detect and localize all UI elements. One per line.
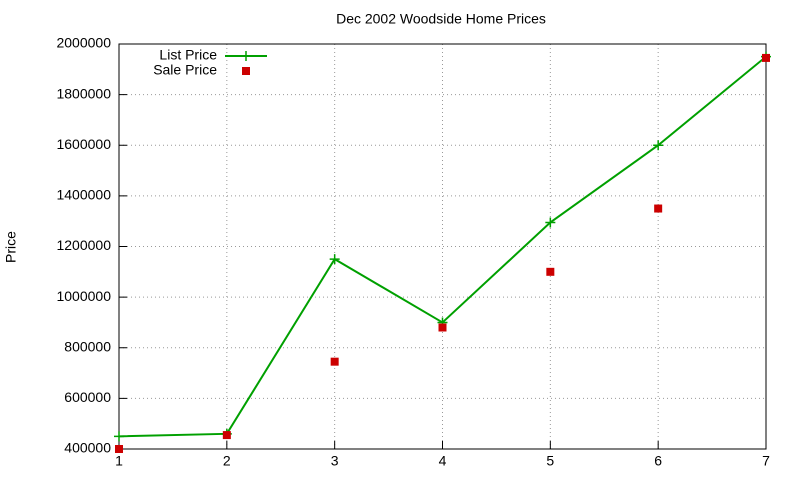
y-tick-label: 1200000 <box>56 237 111 253</box>
x-tick-label: 1 <box>115 453 123 469</box>
x-tick-label: 2 <box>223 453 231 469</box>
point-marker <box>762 53 770 62</box>
y-tick-label: 1000000 <box>56 288 111 304</box>
plot-frame <box>118 43 767 450</box>
chart-title: Dec 2002 Woodside Home Prices <box>336 11 546 27</box>
x-tick-label: 6 <box>654 453 662 469</box>
legend-swatch <box>241 51 251 61</box>
y-tick-label: 1400000 <box>56 187 111 203</box>
y-tick-label: 600000 <box>64 389 111 405</box>
point-marker <box>653 140 664 151</box>
point-marker <box>330 357 339 366</box>
point-marker <box>545 217 556 228</box>
point-marker <box>654 204 663 213</box>
point-marker <box>438 323 447 332</box>
y-tick-label: 1800000 <box>56 85 111 101</box>
legend-label: Sale Price <box>153 62 217 78</box>
y-tick-label: 1600000 <box>56 136 111 152</box>
x-tick-label: 5 <box>546 453 554 469</box>
legend-label: List Price <box>159 47 217 63</box>
legend-swatch <box>242 67 250 75</box>
y-tick-label: 2000000 <box>56 35 111 51</box>
x-tick-label: 7 <box>762 453 770 469</box>
y-tick-label: 800000 <box>64 338 111 354</box>
point-marker <box>114 431 124 442</box>
point-marker <box>222 431 231 440</box>
point-marker <box>115 445 123 453</box>
y-axis-label: Price <box>3 231 19 263</box>
x-tick-label: 3 <box>331 453 339 469</box>
point-marker <box>329 254 340 265</box>
x-tick-label: 4 <box>439 453 447 469</box>
point-marker <box>546 267 555 276</box>
data-line <box>118 55 767 438</box>
y-tick-label: 400000 <box>64 440 111 456</box>
